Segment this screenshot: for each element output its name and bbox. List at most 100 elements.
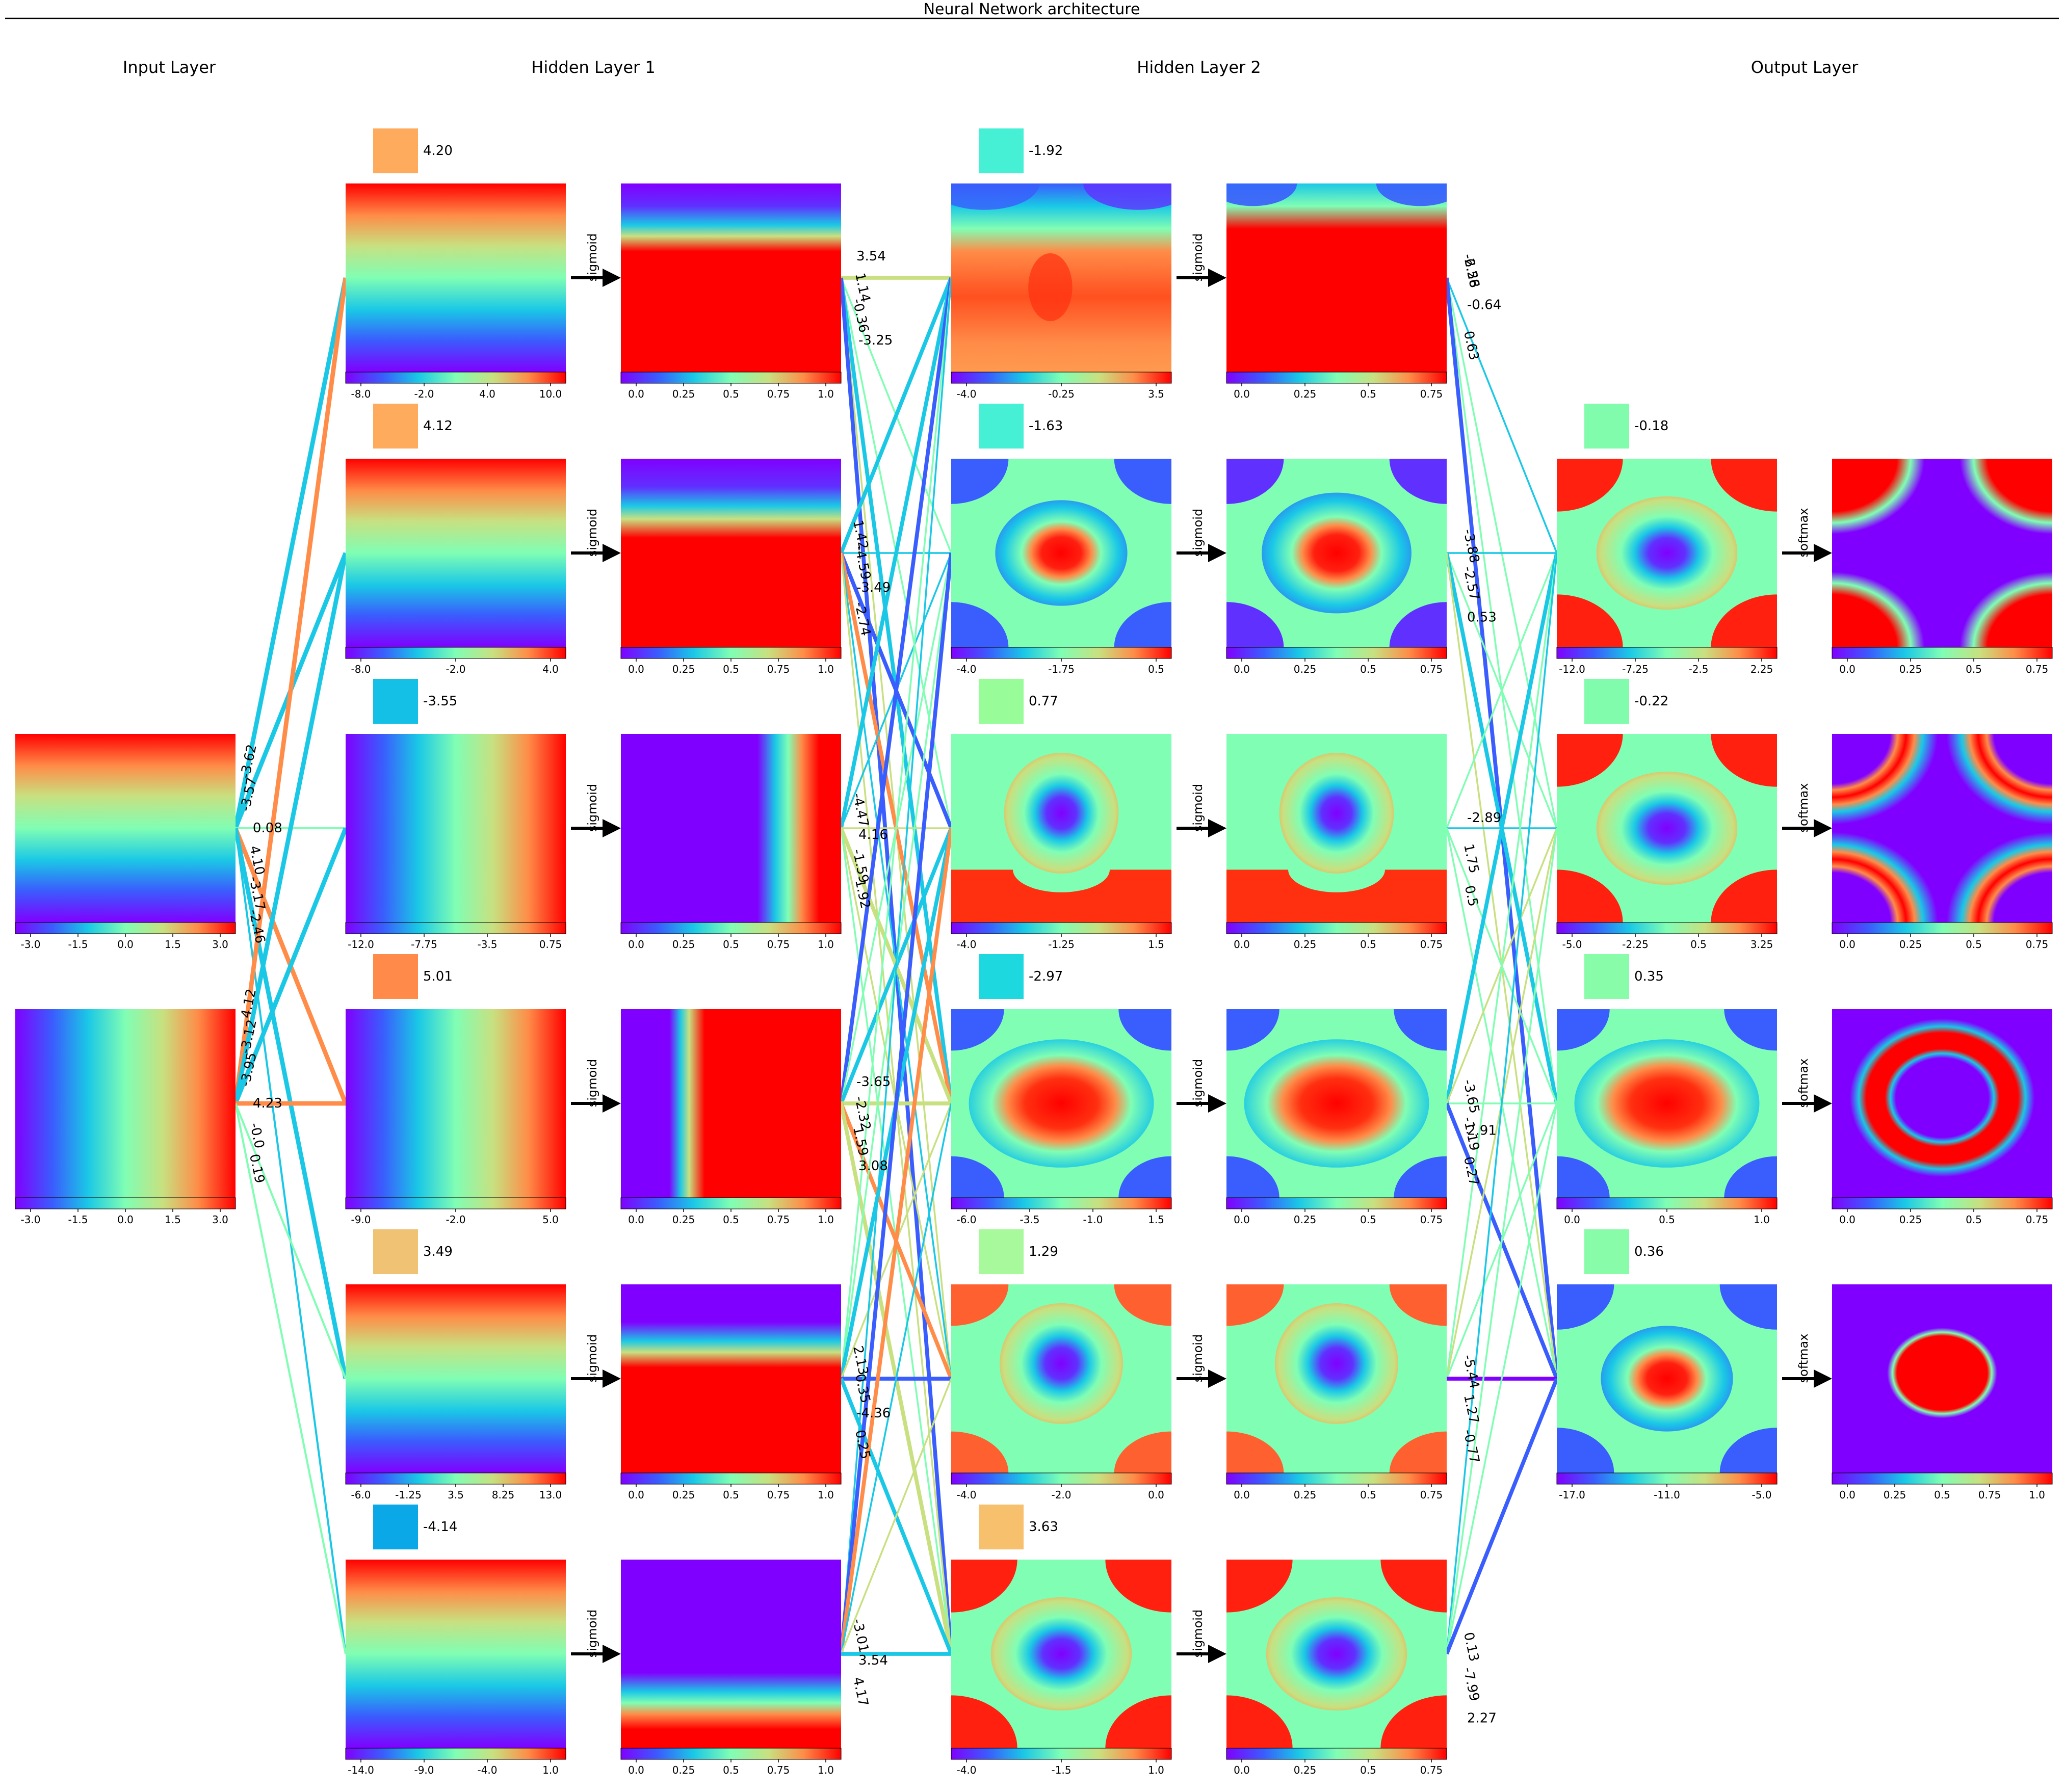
hidden2-unit-4-bias-swatch bbox=[979, 954, 1024, 999]
h1-h2-edge-5-3 bbox=[840, 1103, 952, 1654]
hidden2-unit-3-post-tick-2: 0.5 bbox=[1360, 938, 1376, 951]
hidden1-unit-1-post-colorbar bbox=[620, 372, 842, 384]
hidden1-unit-5-post-tick-3: 0.75 bbox=[767, 1489, 790, 1501]
input-unit-1-colorbar bbox=[15, 922, 236, 934]
layer-title-2: Hidden Layer 1 bbox=[531, 58, 655, 77]
weight-h2-out-19: -7.99 bbox=[1460, 1666, 1482, 1703]
hidden1-unit-1-post-tick-0: 0.0 bbox=[628, 388, 644, 400]
h1-h2-edge-5-0 bbox=[840, 277, 952, 1654]
output-unit-3-pre-tick-2: 1.0 bbox=[1754, 1214, 1770, 1226]
input-unit-1-tick-2: 0.0 bbox=[117, 938, 134, 951]
hidden1-unit-5-pre-tick-1: -1.25 bbox=[395, 1489, 422, 1501]
hidden2-unit-5-post bbox=[1226, 1284, 1447, 1487]
hidden1-unit-4-post-tick-3: 0.75 bbox=[767, 1214, 790, 1226]
output-unit-2-pre-tick-0: -5.0 bbox=[1562, 938, 1582, 951]
hidden1-unit-2-pre-tick-2: 4.0 bbox=[542, 663, 559, 675]
hidden2-unit-5-bias-value: 1.29 bbox=[1029, 1244, 1058, 1259]
hidden2-unit-3-bias-swatch bbox=[979, 679, 1024, 724]
hidden2-unit-6-pre-tick-1: -1.5 bbox=[1051, 1764, 1071, 1776]
weight-h2-out-14: -0.77 bbox=[1460, 1428, 1482, 1465]
input-unit-2-tick-1: -1.5 bbox=[68, 1214, 88, 1226]
layer-title-3: Hidden Layer 2 bbox=[1137, 58, 1261, 77]
hidden2-unit-2-post-tick-0: 0.0 bbox=[1234, 663, 1250, 675]
weight-h1-h2-9: 4.16 bbox=[858, 827, 888, 842]
output-unit-3-post-tick-2: 0.5 bbox=[1966, 1214, 1982, 1226]
weight-h1-h2-20: -3.01 bbox=[849, 1617, 871, 1654]
hidden1-unit-6-pre-tick-1: -9.0 bbox=[414, 1764, 434, 1776]
hidden1-unit-1-pre-tick-0: -8.0 bbox=[351, 388, 371, 400]
output-unit-3-pre-tick-1: 0.5 bbox=[1659, 1214, 1675, 1226]
hidden2-unit-6-post-tick-1: 0.25 bbox=[1294, 1764, 1317, 1776]
hidden1-unit-3-bias-value: -3.55 bbox=[423, 694, 457, 709]
hidden1-unit-4-post-colorbar bbox=[620, 1197, 842, 1209]
h1-h2-edge-5-1 bbox=[839, 552, 953, 1654]
hidden2-unit-4-pre-tick-3: 1.5 bbox=[1148, 1214, 1164, 1226]
hidden1-unit-6-post-colorbar bbox=[620, 1748, 842, 1760]
output-unit-3-post-tick-1: 0.25 bbox=[1899, 1214, 1922, 1226]
in-h1-edge-1-1 bbox=[233, 552, 348, 1104]
hidden2-unit-6-activation-label: sigmoid bbox=[1191, 1610, 1205, 1657]
weight-h2-out-13: 2.91 bbox=[1467, 1123, 1497, 1138]
hidden2-unit-1-bias-value: -1.92 bbox=[1029, 143, 1063, 159]
hidden2-unit-4-post-tick-0: 0.0 bbox=[1234, 1214, 1250, 1226]
hidden1-unit-3-post-tick-4: 1.0 bbox=[818, 938, 834, 951]
hidden2-unit-6-pre bbox=[951, 1560, 1172, 1762]
hidden2-unit-4-bias-value: -2.97 bbox=[1029, 969, 1063, 984]
hidden1-unit-4-bias-value: 5.01 bbox=[423, 969, 453, 984]
h2-out-edge-5-0 bbox=[1446, 552, 1558, 1654]
hidden1-unit-1-post-tick-1: 0.25 bbox=[672, 388, 695, 400]
output-unit-3-bias-swatch bbox=[1584, 954, 1629, 999]
hidden2-unit-5-pre-tick-2: 0.0 bbox=[1148, 1489, 1164, 1501]
hidden1-unit-2-pre-colorbar bbox=[345, 647, 566, 659]
weight-h1-h2-16: 2.13 bbox=[850, 1345, 871, 1377]
h2-out-edge-5-3 bbox=[1445, 1378, 1559, 1655]
weight-h1-h2-12: -3.65 bbox=[856, 1074, 891, 1090]
hidden1-unit-1-pre-tick-2: 4.0 bbox=[479, 388, 495, 400]
output-unit-4-activation-label: softmax bbox=[1796, 1334, 1811, 1383]
hidden2-unit-6-post bbox=[1226, 1560, 1447, 1762]
diagram-title: Neural Network architecture bbox=[924, 1, 1140, 18]
hidden2-unit-5-post-tick-3: 0.75 bbox=[1420, 1489, 1443, 1501]
h1-h2-edge-2-0 bbox=[839, 277, 953, 829]
hidden2-unit-5-post-tick-2: 0.5 bbox=[1360, 1489, 1376, 1501]
hidden2-unit-2-post-tick-1: 0.25 bbox=[1294, 663, 1317, 675]
output-unit-1-post-colorbar bbox=[1832, 647, 2053, 659]
weight-h1-h2-14: 1.59 bbox=[850, 1125, 871, 1157]
output-unit-3-pre bbox=[1556, 1009, 1778, 1212]
output-unit-1-post bbox=[1832, 459, 2053, 662]
weight-h2-out-12: -3.65 bbox=[1460, 1078, 1482, 1115]
output-unit-4-pre-tick-1: -11.0 bbox=[1654, 1489, 1680, 1501]
hidden1-unit-5-post-tick-1: 0.25 bbox=[672, 1489, 695, 1501]
hidden2-unit-1-pre-tick-0: -4.0 bbox=[956, 388, 976, 400]
output-unit-4-post-tick-0: 0.0 bbox=[1839, 1489, 1856, 1501]
output-unit-1-bias-value: -0.18 bbox=[1634, 418, 1668, 434]
hidden1-unit-4-pre bbox=[345, 1009, 566, 1212]
hidden2-unit-3-activation-label: sigmoid bbox=[1191, 784, 1205, 832]
output-unit-2-activation-label: softmax bbox=[1796, 783, 1811, 833]
output-unit-3-post-tick-0: 0.0 bbox=[1839, 1214, 1856, 1226]
hidden1-unit-4-pre-tick-2: 5.0 bbox=[542, 1214, 559, 1226]
h1-h2-edge-1-0 bbox=[839, 277, 953, 554]
hidden2-unit-6-post-tick-0: 0.0 bbox=[1234, 1764, 1250, 1776]
output-unit-2-pre bbox=[1556, 734, 1778, 937]
hidden2-unit-1-post-tick-2: 0.5 bbox=[1360, 388, 1376, 400]
h1-h2-edge-3-0 bbox=[839, 277, 953, 1104]
hidden2-unit-4-pre-tick-2: -1.0 bbox=[1083, 1214, 1103, 1226]
connection-lines bbox=[233, 276, 1559, 1656]
weight-in-h1-1-3: 4.23 bbox=[253, 1096, 282, 1111]
h2-out-edge-0-0 bbox=[1446, 277, 1558, 554]
output-unit-1-pre-tick-3: 2.25 bbox=[1751, 663, 1773, 675]
output-unit-2-post-tick-0: 0.0 bbox=[1839, 938, 1856, 951]
layer-title-1: Input Layer bbox=[123, 58, 216, 77]
hidden2-unit-1-activation-label: sigmoid bbox=[1191, 233, 1205, 281]
h2-out-edge-3-0 bbox=[1445, 552, 1559, 1104]
hidden1-unit-3-post-colorbar bbox=[620, 922, 842, 934]
output-unit-4-post bbox=[1832, 1284, 2053, 1487]
weight-h1-h2-7: -2.74 bbox=[851, 600, 873, 637]
hidden1-unit-6-post-tick-2: 0.5 bbox=[723, 1764, 739, 1776]
output-unit-2-post-tick-2: 0.5 bbox=[1966, 938, 1982, 951]
hidden2-unit-4-pre-tick-1: -3.5 bbox=[1020, 1214, 1039, 1226]
hidden1-unit-2-pre-tick-0: -8.0 bbox=[351, 663, 371, 675]
